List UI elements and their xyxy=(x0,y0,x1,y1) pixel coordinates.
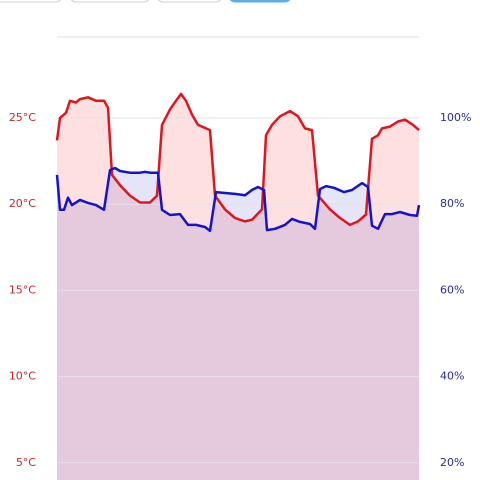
tab-button[interactable] xyxy=(157,0,222,3)
y-tick-label: 25°C xyxy=(9,111,36,124)
y2-tick-label: 40% xyxy=(440,370,464,383)
y-tick-label: 10°C xyxy=(9,370,36,383)
tab-button-active[interactable] xyxy=(229,0,291,3)
y2-tick-label: 100% xyxy=(440,111,471,124)
grid xyxy=(57,117,419,464)
area-fill xyxy=(57,93,419,480)
lines xyxy=(55,92,421,233)
series-line xyxy=(55,166,421,233)
y2-tick-label: 60% xyxy=(440,283,464,296)
y-tick-label: 5°C xyxy=(16,456,36,469)
area-fill xyxy=(57,168,419,480)
y2-tick-label: 80% xyxy=(440,197,464,210)
fills xyxy=(57,93,419,480)
labels: 5°C 10°C 15°C 20°C 25°C 20% 40% 60% 80% 100% xyxy=(9,111,472,469)
y-tick-label: 20°C xyxy=(9,197,36,210)
tab-button[interactable] xyxy=(0,0,62,3)
tab-button[interactable] xyxy=(70,0,150,3)
y2-tick-label: 20% xyxy=(440,456,464,469)
series-line xyxy=(55,92,420,227)
y-tick-label: 15°C xyxy=(9,283,36,296)
